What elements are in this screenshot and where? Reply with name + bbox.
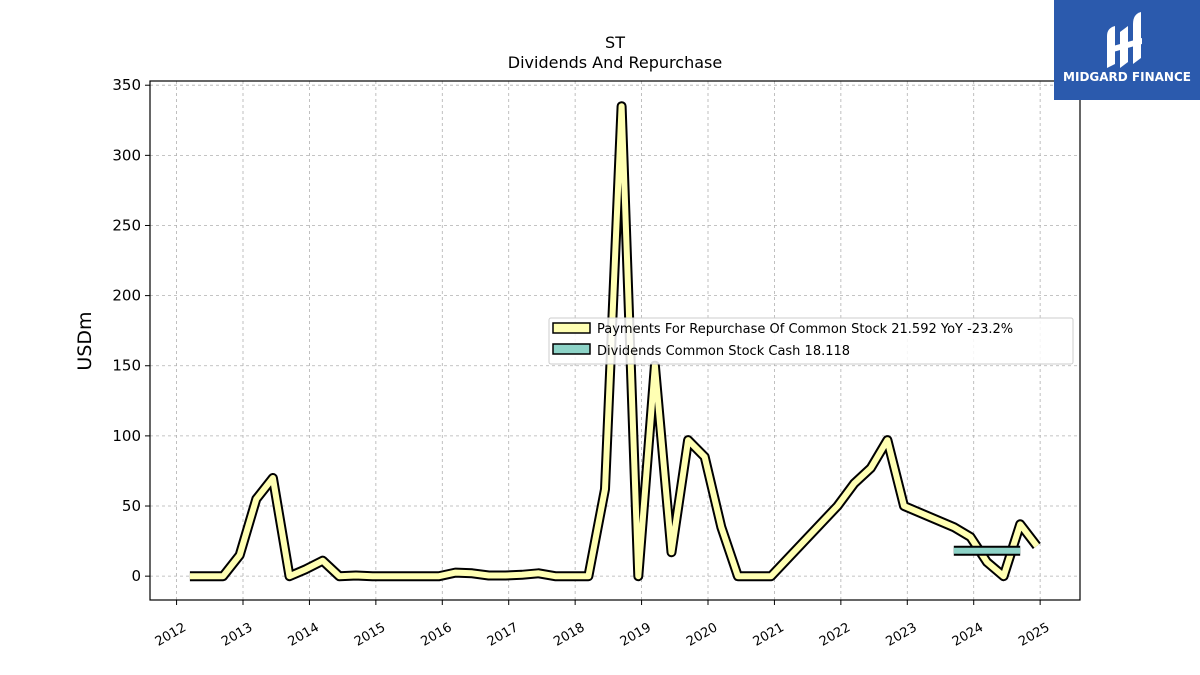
plot-frame [149,80,1081,601]
midgard-finance-logo: MIDGARD FINANCE [1054,0,1200,100]
repurchase-series-line [189,101,1041,582]
y-tick-label: 100 [112,427,141,445]
logo-text: MIDGARD FINANCE [1063,70,1191,84]
legend-swatch-repurchase [552,322,591,334]
y-tick-label: 300 [112,146,141,164]
y-tick-label: 250 [112,216,141,234]
series-layer [189,101,1041,582]
y-tick-label: 150 [112,357,141,375]
logo-mark-icon [1107,12,1142,68]
series-fill-line [189,103,1040,580]
y-tick-label: 200 [112,287,141,305]
y-tick-label: 50 [122,497,141,515]
y-axis-label: USDm [74,311,96,370]
y-axis: 0 50 100 150 200 250 300 350 [112,76,150,585]
chart-subtitle: Dividends And Repurchase [508,53,722,72]
legend: Payments For Repurchase Of Common Stock … [548,317,1074,365]
y-tick-label: 350 [112,76,141,94]
legend-label-repurchase: Payments For Repurchase Of Common Stock … [597,322,1013,337]
chart-title: ST [605,33,625,52]
legend-swatch-dividends [552,343,591,355]
y-tick-label: 0 [131,567,141,585]
legend-box [548,317,1074,365]
legend-label-dividends: Dividends Common Stock Cash 18.118 [597,344,850,359]
